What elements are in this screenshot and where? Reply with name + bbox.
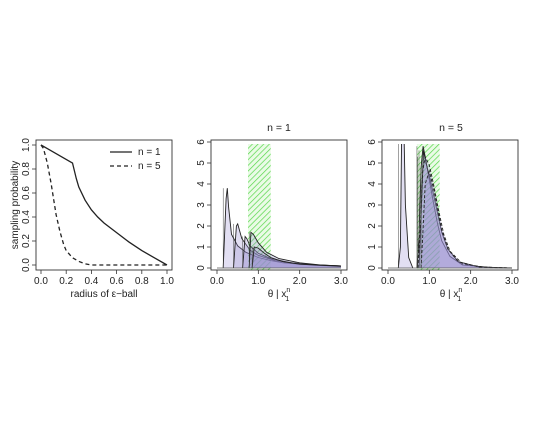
y-tick-label: 4 bbox=[196, 181, 207, 187]
legend: n = 1 n = 5 bbox=[110, 147, 161, 172]
y-tick-label: 5 bbox=[196, 160, 207, 166]
y-tick-label: 2 bbox=[196, 223, 207, 229]
density-area bbox=[252, 247, 341, 268]
density-area bbox=[242, 236, 341, 268]
x-tick-label: 2.0 bbox=[464, 276, 478, 287]
y-tick-label: 2 bbox=[367, 223, 378, 229]
y-tick-label: 5 bbox=[367, 160, 378, 166]
legend-label-n1: n = 1 bbox=[138, 147, 161, 158]
density-curve bbox=[251, 246, 342, 269]
series-line-n5 bbox=[40, 144, 167, 266]
panel-posterior-n5: n = 5 0.0 1.0 2.0 3.0 0 1 2 3 4 5 6 θ | xn 1 bbox=[367, 122, 519, 303]
density-area bbox=[249, 232, 341, 268]
density-area bbox=[417, 156, 512, 268]
density-curve bbox=[397, 144, 414, 269]
y-tick-label: 0.4 bbox=[21, 210, 32, 224]
x-tick-label: 0.0 bbox=[34, 276, 48, 287]
y-tick-label: 1.0 bbox=[21, 138, 32, 152]
density-area bbox=[398, 144, 413, 268]
density-area bbox=[419, 150, 512, 268]
x-tick-label: 2.0 bbox=[293, 276, 307, 287]
x-tick-label: 0.0 bbox=[381, 276, 395, 287]
panel-title-n1: n = 1 bbox=[267, 122, 291, 134]
x-tick-label: 1.0 bbox=[251, 276, 265, 287]
x-tick-label: 0.6 bbox=[110, 276, 124, 287]
x-tick-label: 3.0 bbox=[505, 276, 519, 287]
y-tick-label: 3 bbox=[196, 202, 207, 208]
y-tick-label: 0.6 bbox=[21, 186, 32, 200]
highlight-band bbox=[248, 144, 271, 270]
x-tick-label: 1.0 bbox=[422, 276, 436, 287]
density-curve bbox=[417, 155, 513, 269]
y-tick-label: 1 bbox=[196, 244, 207, 250]
density-curve bbox=[248, 231, 342, 269]
y-tick-label: 0.2 bbox=[21, 234, 32, 248]
density-area bbox=[223, 188, 341, 268]
y-tick-label: 6 bbox=[196, 139, 207, 145]
x-axis-label: radius of ε−ball bbox=[71, 289, 138, 300]
x-tick-label: 0.8 bbox=[135, 276, 149, 287]
x-tick-label: 0.0 bbox=[210, 276, 224, 287]
series-line-n1 bbox=[40, 144, 168, 266]
x-tick-label: 1.0 bbox=[160, 276, 174, 287]
panel-posterior-n1: n = 1 0.0 1.0 2.0 3.0 0 1 2 3 4 5 6 θ | xn 1 bbox=[196, 122, 348, 303]
density-area bbox=[233, 223, 341, 268]
x-axis-label: θ | xn 1 bbox=[268, 287, 291, 303]
density-curve bbox=[420, 169, 513, 269]
y-tick-label: 0.0 bbox=[21, 258, 32, 272]
x-tick-label: 3.0 bbox=[334, 276, 348, 287]
legend-label-n5: n = 5 bbox=[138, 161, 161, 172]
x-axis-label: θ | xn 1 bbox=[440, 287, 463, 303]
plot-frame bbox=[35, 139, 173, 271]
y-axis-label: sampling probability bbox=[10, 161, 21, 249]
panel-sampling-probability: 0.0 0.2 0.4 0.6 0.8 1.0 0.0 0.2 0.4 0.6 0.8 1.0 ra… bbox=[10, 138, 174, 300]
x-tick-label: 0.2 bbox=[59, 276, 73, 287]
panel-title-n5: n = 5 bbox=[439, 122, 463, 134]
density-curve bbox=[416, 146, 513, 269]
y-tick-label: 6 bbox=[367, 139, 378, 145]
y-tick-label: 1 bbox=[367, 244, 378, 250]
y-tick-label: 0.8 bbox=[21, 162, 32, 176]
x-tick-label: 0.4 bbox=[84, 276, 98, 287]
y-tick-label: 0 bbox=[196, 265, 207, 271]
y-tick-label: 3 bbox=[367, 202, 378, 208]
y-tick-label: 0 bbox=[367, 265, 378, 271]
y-tick-label: 4 bbox=[367, 181, 378, 187]
density-area bbox=[421, 171, 512, 268]
